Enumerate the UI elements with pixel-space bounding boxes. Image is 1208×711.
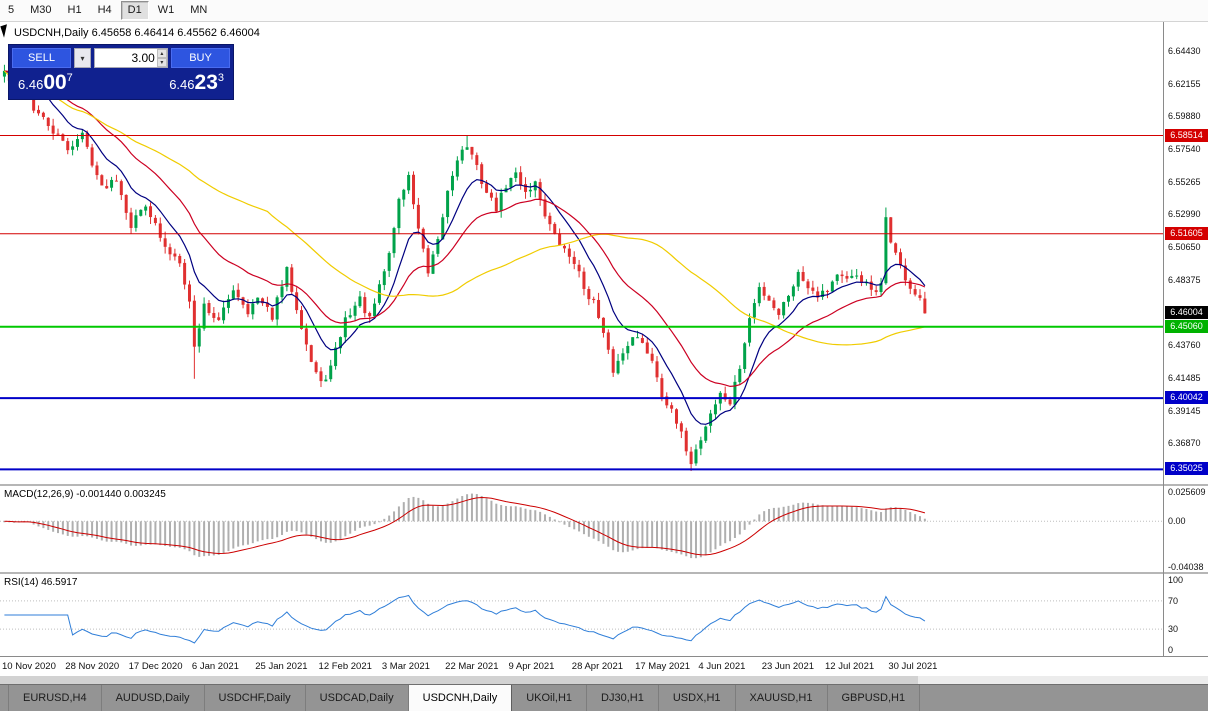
buy-price-base: 6.46 xyxy=(169,77,195,92)
date-label: 23 Jun 2021 xyxy=(761,661,815,672)
date-label: 30 Jul 2021 xyxy=(888,661,938,672)
volume-increase-button[interactable]: ▴ xyxy=(156,49,167,58)
chart-tab-usdcnh-daily[interactable]: USDCNH,Daily xyxy=(408,685,513,711)
date-label: 4 Jun 2021 xyxy=(698,661,746,672)
date-label: 28 Apr 2021 xyxy=(571,661,624,672)
chart-tabs-bar: EURUSD,H4 AUDUSD,Daily USDCHF,Daily USDCAD,… xyxy=(0,684,1208,711)
timeframe-button-5[interactable]: 5 xyxy=(1,1,21,20)
sell-price[interactable]: 6.46007 xyxy=(18,71,73,95)
volume-dropdown-button[interactable]: ▾ xyxy=(74,48,91,68)
chart-tab-gbpusd-h1[interactable]: GBPUSD,H1 xyxy=(828,685,921,711)
timeframe-button-w1[interactable]: W1 xyxy=(151,1,182,20)
date-label: 12 Jul 2021 xyxy=(825,661,875,672)
timeframe-button-m30[interactable]: M30 xyxy=(23,1,58,20)
date-label: 9 Apr 2021 xyxy=(508,661,555,672)
chart-tab-ukoil-h1[interactable]: UKOil,H1 xyxy=(512,685,588,711)
timeframe-button-h4[interactable]: H4 xyxy=(91,1,119,20)
chart-tab-audusd-daily[interactable]: AUDUSD,Daily xyxy=(102,685,205,711)
sell-button[interactable]: SELL xyxy=(12,48,71,68)
volume-decrease-button[interactable]: ▾ xyxy=(156,58,167,67)
price-axis-label: 6.59880 xyxy=(1168,111,1201,122)
date-axis: 10 Nov 2020 28 Nov 2020 17 Dec 2020 6 Jan 2… xyxy=(0,656,1208,676)
rsi-axis-label: 70 xyxy=(1168,595,1179,606)
chart-tab-dj30-h1[interactable]: DJ30,H1 xyxy=(587,685,659,711)
volume-stepper: ▴ ▾ xyxy=(156,49,167,67)
date-label: 22 Mar 2021 xyxy=(445,661,499,672)
price-level-badge: 6.35025 xyxy=(1165,462,1208,476)
price-level-badge: 6.45060 xyxy=(1165,319,1208,333)
chart-tab-eurusd-h4[interactable]: EURUSD,H4 xyxy=(8,685,102,711)
price-axis-label: 6.41485 xyxy=(1168,372,1201,383)
price-axis-label: 6.48375 xyxy=(1168,274,1201,285)
scrollbar-thumb[interactable] xyxy=(0,676,919,684)
date-label: 12 Feb 2021 xyxy=(318,661,372,672)
price-axis-label: 6.36870 xyxy=(1168,438,1201,449)
chart-tab-usdcad-daily[interactable]: USDCAD,Daily xyxy=(306,685,409,711)
timeframe-toolbar: 5 M30 H1 H4 D1 W1 MN xyxy=(0,0,1208,22)
volume-input[interactable] xyxy=(95,49,157,67)
buy-price[interactable]: 6.46233 xyxy=(169,71,224,95)
price-axis-label: 6.62155 xyxy=(1168,78,1201,89)
current-price-badge: 6.46004 xyxy=(1165,306,1208,320)
one-click-trading-panel: SELL ▾ ▴ ▾ BUY 6.46007 6.46233 xyxy=(8,44,234,100)
macd-axis-label: -0.04038 xyxy=(1168,562,1204,573)
macd-indicator-label: MACD(12,26,9) -0.001440 0.003245 xyxy=(4,489,166,500)
price-level-badge: 6.40042 xyxy=(1165,391,1208,405)
date-label: 25 Jan 2021 xyxy=(255,661,308,672)
sell-price-pips: 00 xyxy=(43,71,67,94)
date-label: 6 Jan 2021 xyxy=(191,661,239,672)
timeframe-button-d1[interactable]: D1 xyxy=(120,1,149,20)
sell-price-point: 7 xyxy=(66,72,73,84)
buy-price-pips: 23 xyxy=(194,71,218,94)
macd-axis-label: 0.00 xyxy=(1168,516,1186,527)
date-label: 17 Dec 2020 xyxy=(128,661,183,672)
price-axis-label: 6.57540 xyxy=(1168,144,1201,155)
chart-tab-xauusd-h1[interactable]: XAUUSD,H1 xyxy=(736,685,828,711)
symbol-ohlc-info: USDCNH,Daily 6.45658 6.46414 6.45562 6.4… xyxy=(14,27,260,39)
chart-tab-usdx-h1[interactable]: USDX,H1 xyxy=(659,685,736,711)
price-axis-label: 6.55265 xyxy=(1168,176,1201,187)
horizontal-scrollbar[interactable] xyxy=(0,676,1208,684)
price-axis-label: 6.64430 xyxy=(1168,46,1201,57)
buy-price-point: 3 xyxy=(217,72,224,84)
price-axis: 6.64430 6.62155 6.59880 6.57540 6.55265 6.529… xyxy=(1163,22,1208,656)
sell-price-base: 6.46 xyxy=(18,77,44,92)
rsi-axis-label: 30 xyxy=(1168,624,1179,635)
date-label: 17 May 2021 xyxy=(635,661,691,672)
chart-area[interactable]: 6.64430 6.62155 6.59880 6.57540 6.55265 6.529… xyxy=(0,22,1208,656)
volume-field: ▴ ▾ xyxy=(94,48,168,68)
chevron-down-icon: ▾ xyxy=(80,53,85,63)
price-level-badge: 6.58514 xyxy=(1165,128,1208,142)
candlestick-chart xyxy=(0,54,1208,644)
chart-tab-usdchf-daily[interactable]: USDCHF,Daily xyxy=(205,685,306,711)
timeframe-button-h1[interactable]: H1 xyxy=(61,1,89,20)
price-level-badge: 6.51605 xyxy=(1165,226,1208,240)
timeframe-button-mn[interactable]: MN xyxy=(183,1,214,20)
rsi-indicator-label: RSI(14) 46.5917 xyxy=(4,577,78,588)
rsi-axis-label: 100 xyxy=(1168,574,1184,585)
price-axis-label: 6.39145 xyxy=(1168,405,1201,416)
date-label: 10 Nov 2020 xyxy=(2,661,56,672)
price-axis-label: 6.50650 xyxy=(1168,242,1201,253)
macd-axis-label: 0.025609 xyxy=(1168,487,1206,498)
date-label: 28 Nov 2020 xyxy=(65,661,120,672)
rsi-axis-label: 0 xyxy=(1168,645,1174,656)
buy-button[interactable]: BUY xyxy=(171,48,230,68)
price-axis-label: 6.43760 xyxy=(1168,340,1201,351)
price-axis-label: 6.52990 xyxy=(1168,209,1201,220)
date-label: 3 Mar 2021 xyxy=(381,661,430,672)
